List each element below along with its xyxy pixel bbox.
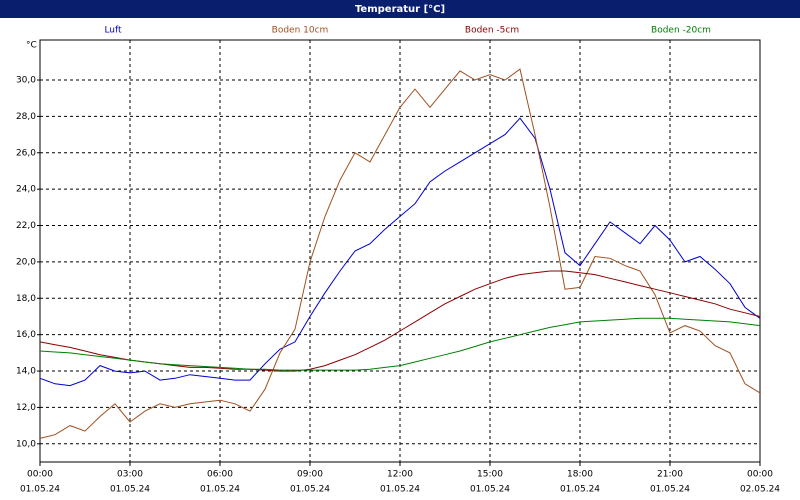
x-tick-label: 00:00 [747,470,773,480]
data-line [39,68,761,439]
x-tick-label: 00:00 [27,470,53,480]
x-tick-date: 01.05.24 [290,485,330,495]
y-tick-label: 22,0 [16,221,36,231]
data-line [39,317,761,371]
y-tick-label: 10,0 [16,439,36,449]
chart-title: Temperatur [°C] [355,4,445,15]
x-tick-date: 01.05.24 [200,485,240,495]
x-tick-date: 02.05.24 [740,485,780,495]
x-tick-date: 01.05.24 [470,485,510,495]
y-tick-label: 16,0 [16,330,36,340]
legend-entry: Boden -5cm [465,26,519,36]
legend-entry: Boden 10cm [272,26,329,36]
y-tick-label: 18,0 [16,294,36,304]
y-tick-label: 24,0 [16,185,36,195]
x-tick-label: 12:00 [387,470,413,480]
y-tick-label: 28,0 [16,112,36,122]
legend-entry: Luft [104,26,122,36]
x-tick-date: 01.05.24 [20,485,60,495]
y-tick-label: 14,0 [16,367,36,377]
x-tick-label: 09:00 [297,470,323,480]
legend-entry: Boden -20cm [651,26,711,36]
x-tick-label: 21:00 [657,470,683,480]
y-axis-label: °C [26,41,37,51]
x-tick-label: 06:00 [207,470,233,480]
x-tick-label: 18:00 [567,470,593,480]
title-bar [0,0,800,18]
y-tick-label: 12,0 [16,403,36,413]
x-tick-date: 01.05.24 [110,485,150,495]
plot-border [39,39,761,463]
x-tick-date: 01.05.24 [650,485,690,495]
x-tick-label: 15:00 [477,470,503,480]
x-tick-date: 01.05.24 [380,485,420,495]
x-tick-label: 03:00 [117,470,143,480]
y-tick-label: 20,0 [16,257,36,267]
y-tick-label: 30,0 [16,76,36,86]
x-tick-date: 01.05.24 [560,485,600,495]
data-line [39,117,761,387]
y-tick-label: 26,0 [16,148,36,158]
